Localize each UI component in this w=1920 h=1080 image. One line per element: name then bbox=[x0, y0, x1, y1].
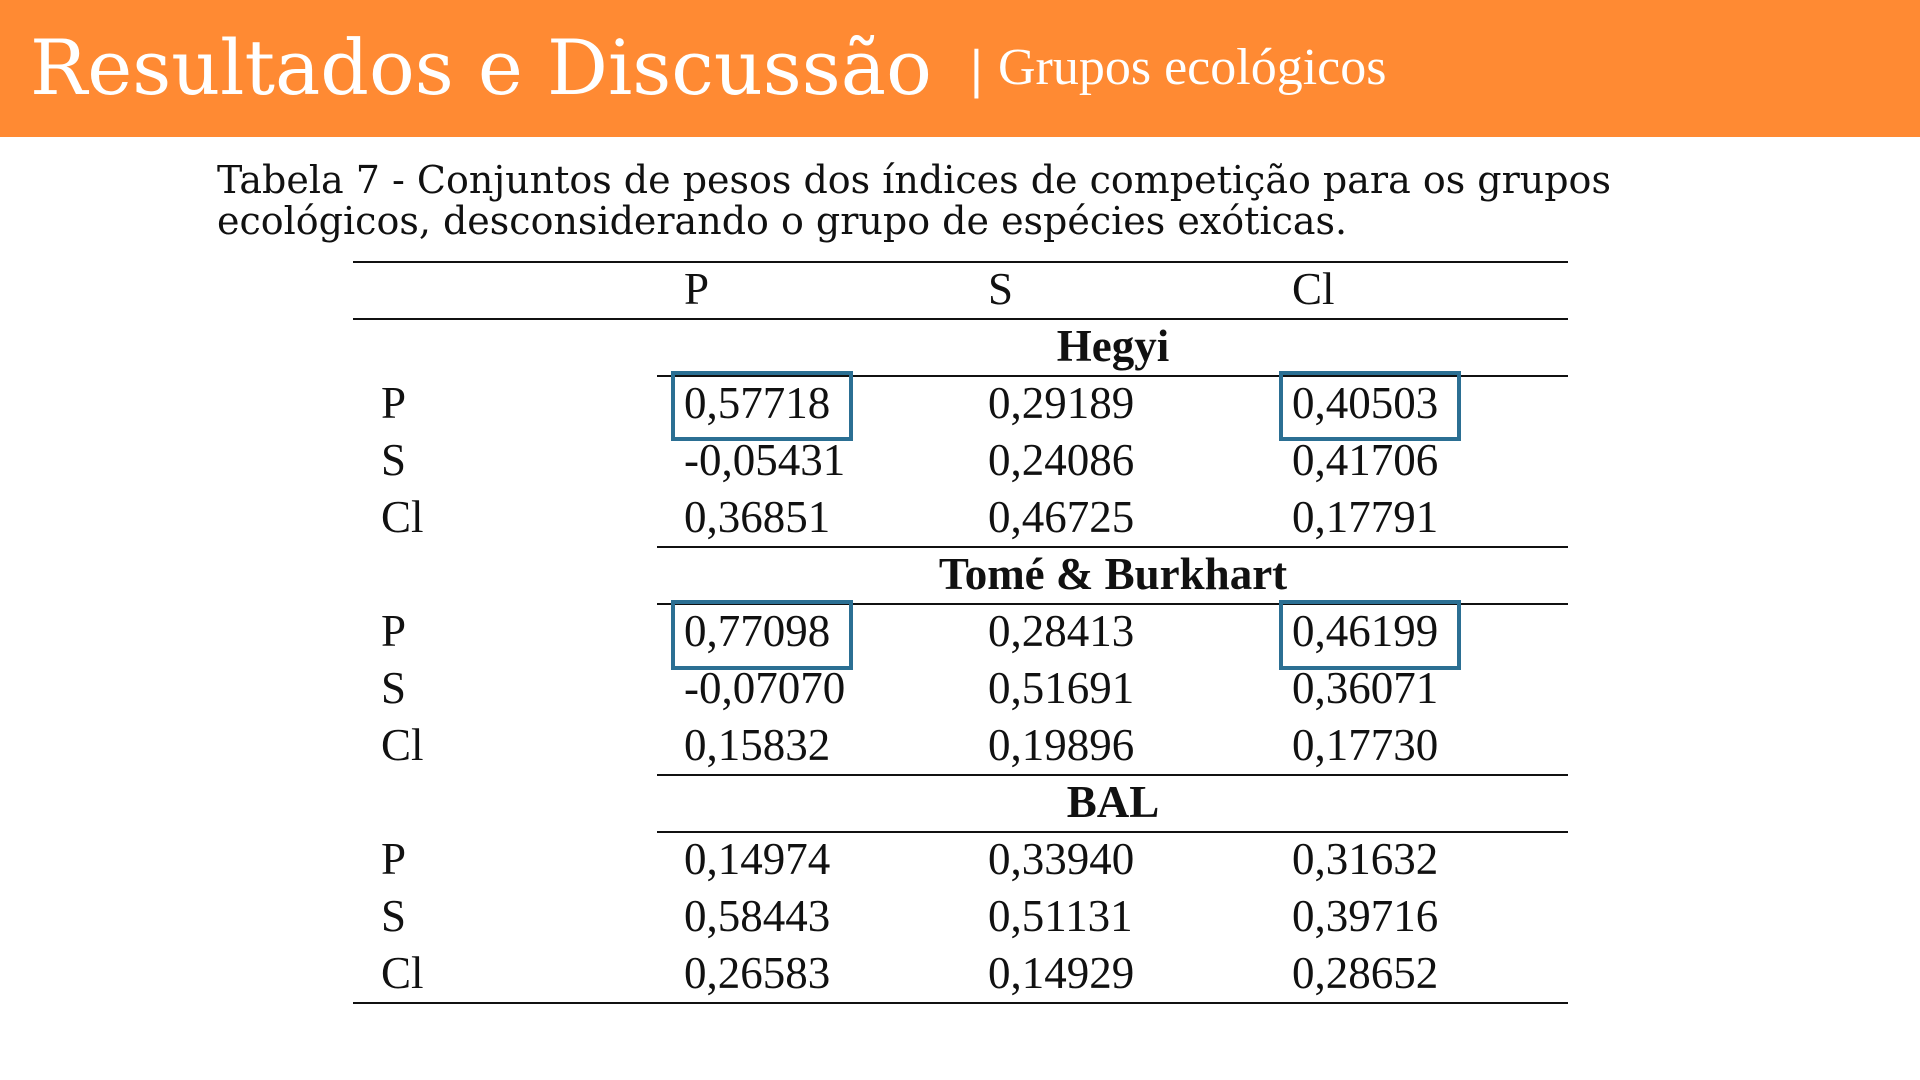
table-cell: 0,51691 bbox=[988, 663, 1135, 713]
table-cell: 0,14974 bbox=[684, 834, 831, 884]
row-label: S bbox=[381, 891, 407, 941]
table-cell: 0,46199 bbox=[1292, 606, 1439, 656]
table-row: P 0,77098 0,28413 0,46199 bbox=[353, 603, 1568, 660]
table-cell: 0,17791 bbox=[1292, 492, 1439, 542]
table-row: S -0,07070 0,51691 0,36071 bbox=[353, 660, 1568, 717]
highlight-box bbox=[1279, 371, 1461, 441]
row-label: P bbox=[381, 834, 407, 884]
table-cell: 0,40503 bbox=[1292, 378, 1439, 428]
table-cell: 0,39716 bbox=[1292, 891, 1439, 941]
title-separator: | bbox=[968, 41, 985, 99]
group-title-hegyi: Hegyi bbox=[1056, 321, 1170, 371]
table-cell: 0,28413 bbox=[988, 606, 1135, 656]
group-title-row: BAL bbox=[353, 774, 1568, 831]
table-cell: 0,31632 bbox=[1292, 834, 1439, 884]
table-row: S -0,05431 0,24086 0,41706 bbox=[353, 432, 1568, 489]
row-label: Cl bbox=[381, 948, 424, 998]
highlight-box bbox=[671, 600, 853, 670]
table-cell: 0,57718 bbox=[684, 378, 831, 428]
table-cell: 0,19896 bbox=[988, 720, 1135, 770]
table-cell: 0,58443 bbox=[684, 891, 831, 941]
row-label: P bbox=[381, 378, 407, 428]
table-header-row: P S Cl bbox=[353, 261, 1568, 318]
group-rule bbox=[657, 546, 1568, 548]
page-subtitle: Grupos ecológicos bbox=[998, 39, 1387, 96]
table-row: P 0,14974 0,33940 0,31632 bbox=[353, 831, 1568, 888]
group-rule bbox=[657, 375, 1568, 377]
table-cell: 0,36071 bbox=[1292, 663, 1439, 713]
header-bar: Resultados e Discussão | Grupos ecológic… bbox=[0, 0, 1920, 137]
table-cell: 0,33940 bbox=[988, 834, 1135, 884]
group-title-bal: BAL bbox=[1066, 777, 1160, 827]
table-cell: 0,77098 bbox=[684, 606, 831, 656]
row-label: Cl bbox=[381, 492, 424, 542]
table-bottom-rule bbox=[353, 1002, 1568, 1004]
group-rule bbox=[657, 774, 1568, 776]
page-title: Resultados e Discussão bbox=[30, 23, 932, 112]
table-row: Cl 0,36851 0,46725 0,17791 bbox=[353, 489, 1568, 546]
table-row: Cl 0,26583 0,14929 0,28652 bbox=[353, 945, 1568, 1002]
row-label: S bbox=[381, 435, 407, 485]
table-cell: 0,51131 bbox=[988, 891, 1133, 941]
header-bottom-rule bbox=[353, 318, 1568, 320]
group-rule bbox=[657, 603, 1568, 605]
table-cell: 0,15832 bbox=[684, 720, 831, 770]
table-cell: 0,28652 bbox=[1292, 948, 1439, 998]
table-top-rule bbox=[353, 261, 1568, 263]
group-title-row: Tomé & Burkhart bbox=[353, 546, 1568, 603]
table-cell: -0,05431 bbox=[684, 435, 846, 485]
table-caption: Tabela 7 - Conjuntos de pesos dos índice… bbox=[217, 158, 1611, 243]
group-title-tome-burkhart: Tomé & Burkhart bbox=[938, 549, 1288, 599]
row-label: P bbox=[381, 606, 407, 656]
table-row: P 0,57718 0,29189 0,40503 bbox=[353, 375, 1568, 432]
table-row: Cl 0,15832 0,19896 0,17730 bbox=[353, 717, 1568, 774]
row-label: Cl bbox=[381, 720, 424, 770]
table-cell: -0,07070 bbox=[684, 663, 846, 713]
table-cell: 0,24086 bbox=[988, 435, 1135, 485]
table-cell: 0,17730 bbox=[1292, 720, 1439, 770]
table-cell: 0,36851 bbox=[684, 492, 831, 542]
table-row: S 0,58443 0,51131 0,39716 bbox=[353, 888, 1568, 945]
column-header-cl: Cl bbox=[1292, 264, 1335, 314]
table-cell: 0,29189 bbox=[988, 378, 1135, 428]
table-cell: 0,41706 bbox=[1292, 435, 1439, 485]
column-header-s: S bbox=[988, 264, 1014, 314]
row-label: S bbox=[381, 663, 407, 713]
table-cell: 0,26583 bbox=[684, 948, 831, 998]
table-cell: 0,14929 bbox=[988, 948, 1135, 998]
weights-table: P S Cl Hegyi P 0,57718 0,29189 0,40503 S… bbox=[353, 261, 1568, 1004]
column-header-p: P bbox=[684, 264, 710, 314]
group-title-row: Hegyi bbox=[353, 318, 1568, 375]
highlight-box bbox=[671, 371, 853, 441]
table-cell: 0,46725 bbox=[988, 492, 1135, 542]
group-rule bbox=[657, 831, 1568, 833]
highlight-box bbox=[1279, 600, 1461, 670]
